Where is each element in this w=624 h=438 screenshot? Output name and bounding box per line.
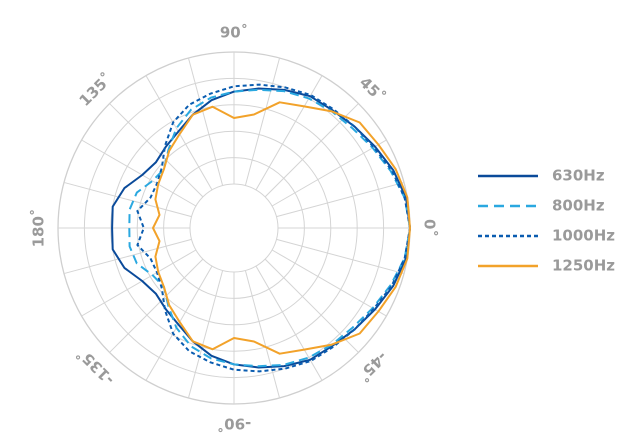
angle-label: 0˚ [421, 219, 439, 237]
angle-label: 90˚ [220, 24, 248, 42]
angle-label: -45˚ [354, 348, 391, 385]
grid-spoke [244, 57, 281, 186]
legend: 630Hz 800Hz 1000Hz 1250Hz [478, 167, 615, 275]
grid-spoke [81, 139, 197, 207]
grid-spoke [187, 270, 224, 399]
legend-label: 800Hz [552, 197, 605, 215]
grid-ring [189, 183, 279, 273]
angle-label: 45˚ [356, 73, 389, 106]
legend-label: 1250Hz [552, 257, 615, 275]
grid-spoke [109, 258, 204, 353]
angle-label: -90˚ [217, 415, 252, 433]
series-800hz-line [128, 88, 411, 368]
grid-spoke [81, 249, 197, 317]
grid-spoke [276, 181, 405, 218]
grid-spoke [255, 75, 323, 191]
grid-spoke [63, 181, 192, 218]
polar-grid [57, 51, 411, 405]
grid-spoke [145, 75, 213, 191]
grid-spoke [145, 265, 213, 381]
grid-spoke [244, 270, 281, 399]
legend-label: 630Hz [552, 167, 605, 185]
grid-spoke [271, 139, 387, 207]
legend-label: 1000Hz [552, 227, 615, 245]
series-1250hz-line [152, 101, 411, 355]
series-630hz-line [111, 87, 411, 369]
grid-spoke [187, 57, 224, 186]
grid-spoke [255, 265, 323, 381]
angle-label: 180˚ [30, 209, 48, 248]
grid-spoke [109, 103, 204, 198]
grid-spoke [276, 238, 405, 275]
series-group [111, 83, 411, 373]
grid-spoke [271, 249, 387, 317]
grid-spoke [63, 238, 192, 275]
